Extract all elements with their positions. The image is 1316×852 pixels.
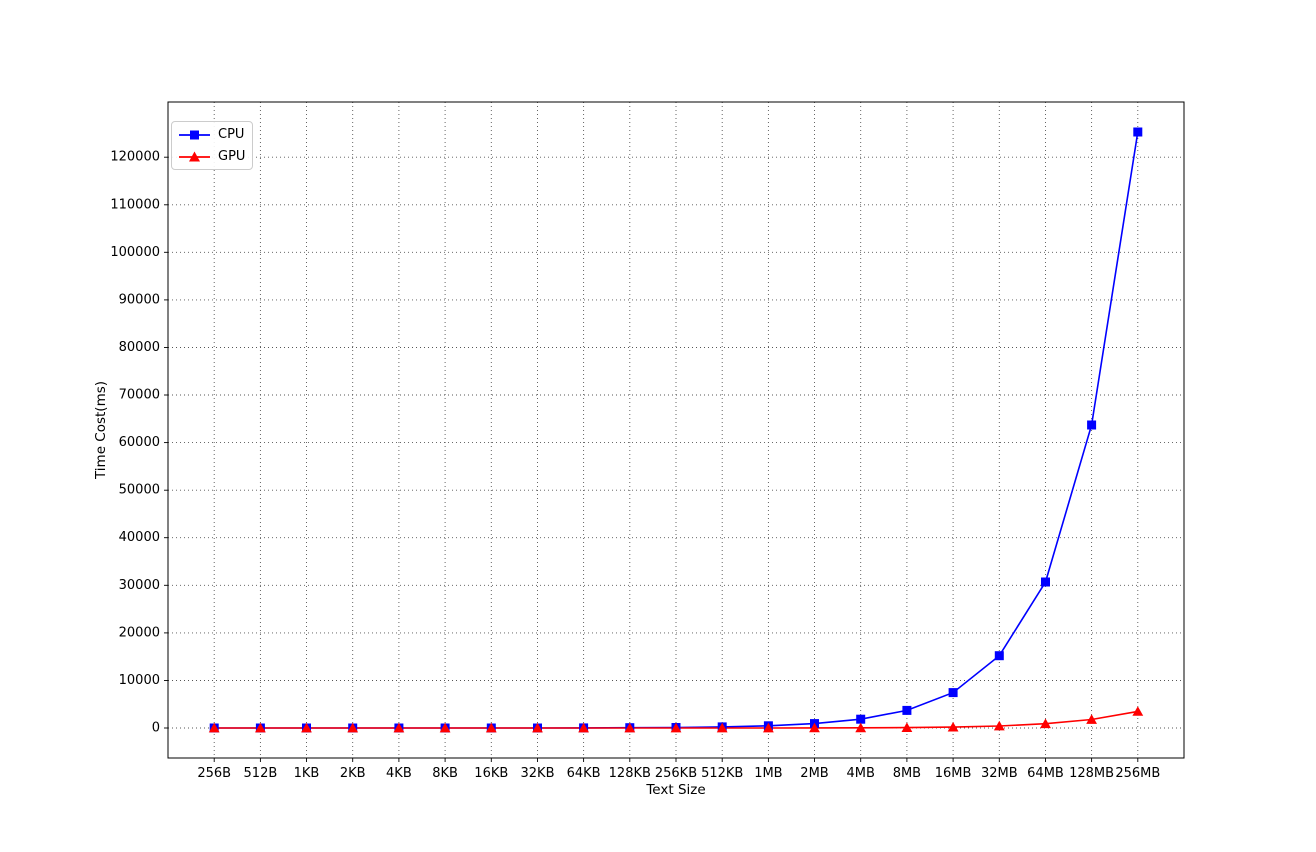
svg-text:110000: 110000 (110, 197, 160, 212)
svg-text:16KB: 16KB (474, 766, 508, 781)
svg-text:8MB: 8MB (893, 766, 921, 781)
y-axis-label: Time Cost(ms) (93, 380, 109, 480)
svg-text:256MB: 256MB (1115, 766, 1160, 781)
svg-text:70000: 70000 (119, 388, 160, 403)
svg-text:4MB: 4MB (846, 766, 874, 781)
svg-text:100000: 100000 (110, 245, 160, 260)
svg-text:1KB: 1KB (294, 766, 320, 781)
svg-text:2MB: 2MB (800, 766, 828, 781)
cpu-line-square-icon (179, 130, 210, 139)
svg-text:30000: 30000 (119, 578, 160, 593)
svg-text:128KB: 128KB (609, 766, 651, 781)
svg-text:4KB: 4KB (386, 766, 412, 781)
svg-text:40000: 40000 (119, 530, 160, 545)
svg-text:64KB: 64KB (567, 766, 601, 781)
svg-text:512KB: 512KB (701, 766, 743, 781)
svg-text:0: 0 (152, 721, 160, 736)
svg-text:32KB: 32KB (521, 766, 555, 781)
legend-label-gpu: GPU (218, 149, 246, 164)
svg-text:256B: 256B (197, 766, 231, 781)
legend: CPU GPU (171, 121, 253, 170)
svg-text:8KB: 8KB (432, 766, 458, 781)
svg-text:50000: 50000 (119, 483, 160, 498)
gpu-line-triangle-icon (179, 151, 210, 161)
svg-text:120000: 120000 (110, 150, 160, 165)
legend-label-cpu: CPU (218, 127, 245, 142)
svg-text:64MB: 64MB (1027, 766, 1064, 781)
svg-text:16MB: 16MB (935, 766, 972, 781)
svg-text:60000: 60000 (119, 435, 160, 450)
svg-text:1MB: 1MB (754, 766, 782, 781)
x-axis-label: Text Size (646, 782, 706, 798)
svg-text:20000: 20000 (119, 625, 160, 640)
legend-item-gpu: GPU (178, 147, 246, 166)
svg-text:10000: 10000 (119, 673, 160, 688)
svg-text:90000: 90000 (119, 292, 160, 307)
svg-text:128MB: 128MB (1069, 766, 1114, 781)
legend-item-cpu: CPU (178, 125, 246, 144)
svg-text:2KB: 2KB (340, 766, 366, 781)
svg-text:256KB: 256KB (655, 766, 697, 781)
svg-text:32MB: 32MB (981, 766, 1018, 781)
svg-text:512B: 512B (244, 766, 278, 781)
svg-text:80000: 80000 (119, 340, 160, 355)
